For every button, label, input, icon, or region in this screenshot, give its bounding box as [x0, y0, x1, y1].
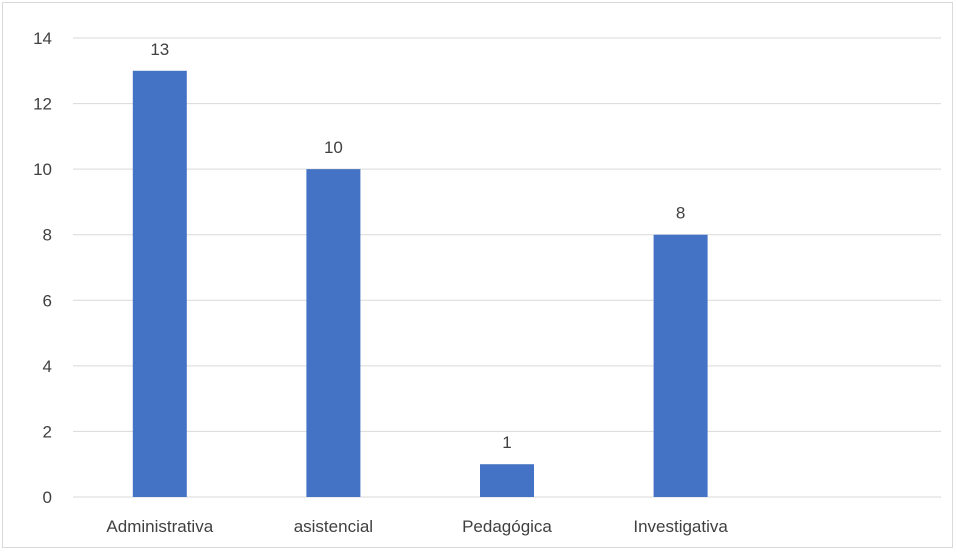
x-category-label: Pedagógica [462, 517, 552, 536]
y-tick-label: 10 [33, 160, 52, 179]
y-axis-ticks: 0 2 4 6 8 10 12 14 [33, 29, 52, 507]
bars [132, 70, 708, 498]
bar [132, 70, 187, 498]
data-label: 8 [676, 204, 685, 223]
bar [306, 169, 361, 497]
bar [653, 234, 708, 497]
y-tick-label: 2 [43, 422, 52, 441]
data-label: 10 [324, 138, 343, 157]
data-labels: 13 10 1 8 [150, 40, 685, 452]
x-category-label: Administrativa [106, 517, 213, 536]
x-axis-labels: Administrativa asistencial Pedagógica Inves… [106, 517, 728, 536]
y-tick-label: 6 [43, 291, 52, 310]
y-tick-label: 12 [33, 95, 52, 114]
y-tick-label: 0 [43, 488, 52, 507]
x-category-label: asistencial [294, 517, 373, 536]
data-label: 13 [150, 40, 169, 59]
y-tick-label: 4 [43, 357, 52, 376]
grid-lines [73, 37, 941, 498]
data-label: 1 [502, 433, 511, 452]
y-tick-label: 14 [33, 29, 52, 48]
y-tick-label: 8 [43, 226, 52, 245]
bar [480, 464, 534, 497]
x-category-label: Investigativa [633, 517, 728, 536]
